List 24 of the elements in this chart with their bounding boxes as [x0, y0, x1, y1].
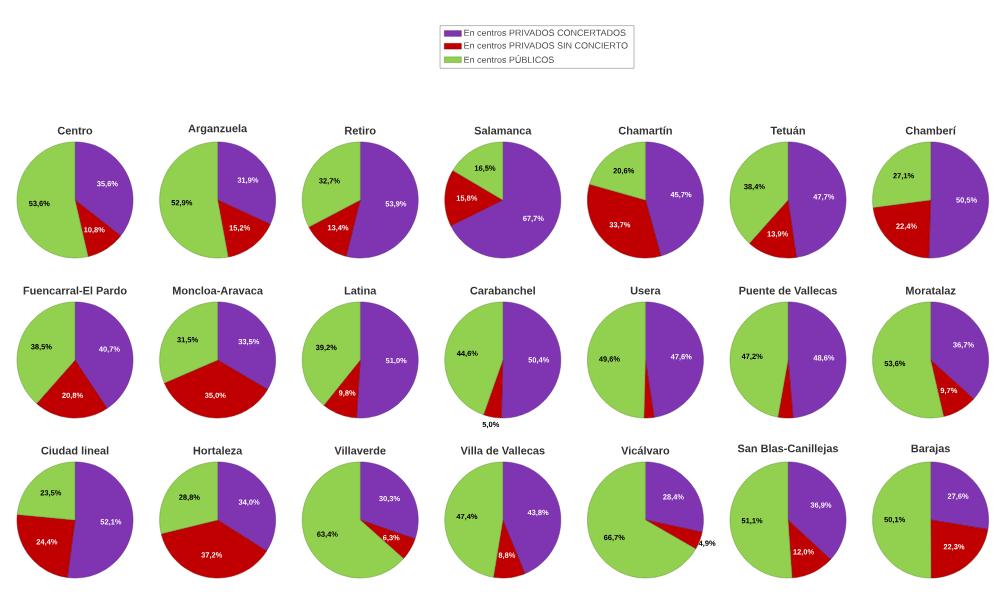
- chart-title: Villaverde: [334, 446, 386, 455]
- chart-title: Retiro: [345, 126, 376, 135]
- chart-title: Tetuán: [770, 126, 805, 135]
- legend-label: En centros PÚBLICOS: [464, 55, 554, 63]
- chart-title: Hortaleza: [193, 446, 243, 455]
- chart-title: Chamberí: [905, 126, 957, 135]
- chart-title: Barajas: [911, 444, 950, 455]
- chart-title: Vicálvaro: [621, 446, 670, 455]
- chart-title: Salamanca: [474, 126, 532, 135]
- chart-title: Ciudad lineal: [41, 446, 109, 455]
- chart-title: Villa de Vallecas: [460, 446, 545, 455]
- chart-title: Usera: [630, 286, 661, 295]
- chart-title: Fuencarral-El Pardo: [23, 286, 127, 295]
- legend-label: En centros PRIVADOS CONCERTADOS: [464, 29, 626, 36]
- legend-label: En centros PRIVADOS SIN CONCIERTO: [464, 42, 628, 49]
- chart-title: Puente de Vallecas: [739, 286, 837, 295]
- chart-title: San Blas-Canillejas: [737, 444, 839, 455]
- chart-title: Moncloa-Aravaca: [172, 286, 264, 295]
- text: Centro: [57, 126, 93, 135]
- chart-title: Moratalaz: [906, 286, 956, 295]
- chart-title: Chamartín: [618, 126, 672, 135]
- chart-title: Latina: [344, 286, 377, 295]
- chart-title: Arganzuela: [188, 124, 248, 135]
- chart-title: Carabanchel: [470, 286, 535, 295]
